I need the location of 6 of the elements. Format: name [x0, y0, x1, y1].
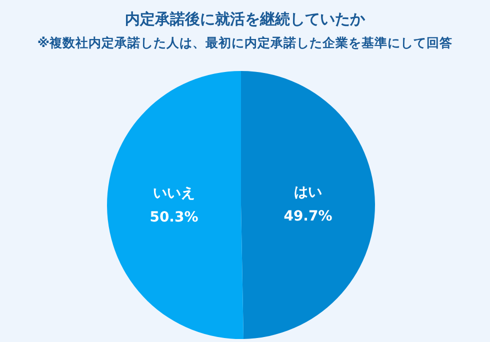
data-label: 49.7%: [284, 208, 332, 224]
slice-label: はい: [294, 184, 322, 200]
chart-subtitle: ※複数社内定承諾した人は、最初に内定承諾した企業を基準にして回答: [37, 35, 453, 50]
data-label: 50.3%: [150, 210, 198, 226]
chart-title: 内定承諾後に就活を継続していたか: [125, 10, 366, 28]
slice-label: いいえ: [153, 186, 196, 202]
